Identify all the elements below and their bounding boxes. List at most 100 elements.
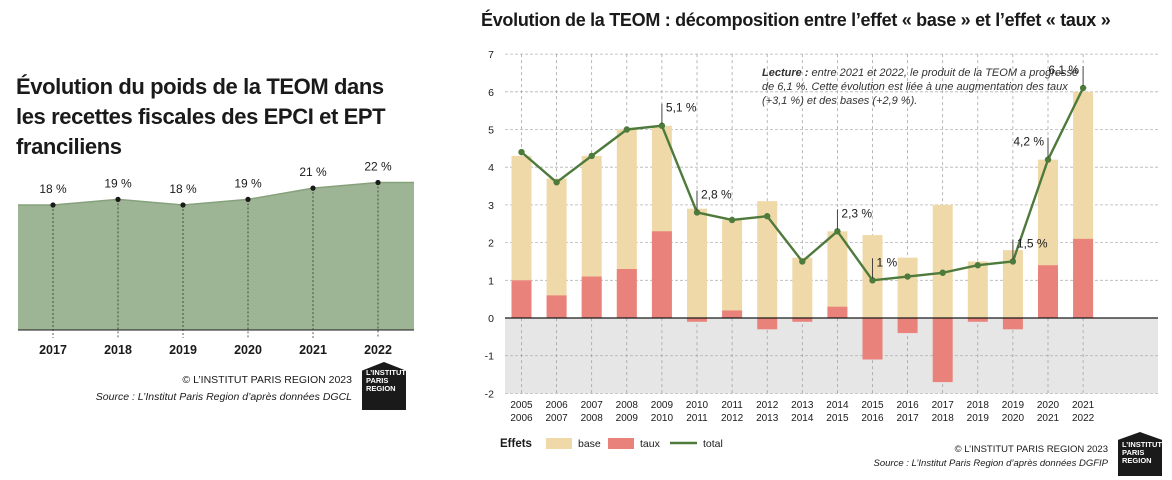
bar-base	[932, 204, 953, 318]
total-point	[869, 277, 876, 284]
logo-line-3: REGION	[1122, 456, 1152, 465]
x-tick-label-start: 2006	[545, 400, 568, 411]
x-tick-label-end: 2014	[791, 413, 814, 424]
y-tick-label: 7	[488, 49, 494, 61]
reading-note-label: Lecture :	[762, 67, 809, 79]
total-annotation: 2,3 %	[841, 206, 872, 220]
right-source: Source : L’Institut Paris Region d’après…	[873, 458, 1108, 469]
total-point	[553, 179, 560, 186]
bar-taux	[722, 310, 743, 318]
x-tick-label-start: 2019	[1002, 400, 1025, 411]
data-point	[310, 185, 316, 191]
y-tick-label: 2	[488, 238, 494, 250]
bar-taux	[792, 318, 813, 322]
bar-taux	[651, 231, 672, 318]
total-point	[693, 209, 701, 216]
x-tick-label-end: 2015	[826, 413, 849, 424]
x-tick-label: 2020	[234, 343, 262, 357]
logo-line-1: L’INSTITUT	[1122, 440, 1162, 449]
data-label: 18 %	[39, 182, 67, 196]
total-point	[904, 273, 911, 280]
x-tick-label-end: 2010	[651, 413, 674, 424]
x-tick-label-start: 2016	[896, 400, 919, 411]
area-top-line	[18, 181, 414, 206]
teom-weight-area-chart: 18 % 2017 19 % 2018 18 % 2019 19 % 2020 21 % 2021…	[18, 160, 414, 357]
bar-taux	[616, 268, 637, 318]
data-label: 19 %	[104, 176, 132, 190]
legend-label-base: base	[578, 438, 601, 450]
bar-taux	[1038, 265, 1058, 318]
x-tick-label-start: 2015	[861, 400, 884, 411]
total-annotation: 1,5 %	[1017, 236, 1048, 250]
x-tick-label: 2022	[364, 343, 392, 357]
bar-taux	[511, 280, 532, 318]
x-tick-label-end: 2017	[896, 413, 919, 424]
data-label: 22 %	[364, 160, 392, 174]
institut-logo-right: L’INSTITUT PARIS REGION	[1118, 432, 1162, 476]
y-tick-label: 6	[488, 87, 494, 99]
total-point	[799, 258, 806, 265]
x-tick-label-start: 2007	[581, 400, 604, 411]
legend-label-taux: taux	[640, 438, 661, 450]
logo-line-3: REGION	[366, 384, 396, 393]
bar-base	[1002, 250, 1023, 318]
bar-taux	[897, 318, 918, 334]
total-annotation: 4,2 %	[1013, 135, 1044, 149]
x-tick-label-end: 2020	[1002, 413, 1025, 424]
x-tick-label-start: 2014	[826, 400, 849, 411]
y-tick-label: 1	[488, 275, 494, 287]
bar-taux	[967, 318, 988, 322]
bar-base	[757, 201, 778, 318]
data-point	[245, 196, 251, 202]
bar-taux	[862, 318, 883, 360]
bar-base	[687, 208, 707, 318]
x-tick-label-start: 2021	[1072, 400, 1095, 411]
logo-line-2: PARIS	[366, 376, 389, 385]
reading-note-text: entre 2021 et 2022, le produit de la TEO…	[762, 67, 1079, 107]
total-point	[834, 228, 841, 235]
legend-swatch-taux	[608, 438, 634, 449]
total-point	[1079, 84, 1087, 92]
area-fill	[18, 182, 414, 330]
x-tick-label-end: 2011	[686, 413, 708, 424]
bar-taux	[757, 318, 778, 330]
x-tick-label-end: 2021	[1037, 413, 1060, 424]
x-tick-label-start: 2010	[686, 400, 709, 411]
total-point	[623, 126, 630, 133]
data-point	[375, 179, 381, 186]
total-annotation: 1 %	[877, 255, 898, 269]
x-tick-label-end: 2022	[1072, 413, 1095, 424]
bar-taux	[687, 318, 707, 322]
y-tick-label: 0	[488, 313, 494, 325]
right-copyright: © L’INSTITUT PARIS REGION 2023	[954, 444, 1108, 455]
logo-line-1: L’INSTITUT	[366, 368, 406, 377]
x-tick-label-end: 2016	[861, 413, 884, 424]
y-tick-label: -1	[485, 351, 494, 363]
right-chart-title: Évolution de la TEOM : décomposition ent…	[481, 10, 1111, 30]
legend-label-total: total	[703, 438, 723, 450]
y-tick-label: 4	[488, 162, 494, 174]
legend-swatch-base	[546, 438, 572, 449]
total-point	[588, 152, 595, 160]
bar-base	[827, 231, 848, 318]
x-tick-label-end: 2012	[721, 413, 744, 424]
total-point	[518, 148, 525, 156]
x-tick-label-start: 2013	[791, 400, 814, 411]
total-point	[728, 216, 736, 224]
x-tick-label-start: 2005	[510, 400, 533, 411]
data-label: 21 %	[299, 165, 327, 179]
x-tick-label-end: 2018	[932, 413, 955, 424]
bar-base	[967, 261, 988, 318]
data-point	[115, 196, 121, 202]
x-tick-label-start: 2018	[967, 400, 990, 411]
x-tick-label: 2021	[299, 343, 327, 357]
x-tick-label-end: 2006	[510, 413, 533, 424]
bar-base	[546, 178, 567, 318]
logo-line-2: PARIS	[1122, 448, 1145, 457]
y-tick-label: 5	[488, 125, 494, 137]
bar-taux	[581, 276, 602, 318]
bar-base	[792, 257, 813, 318]
left-chart-title: Évolution du poids de la TEOM dans les r…	[16, 74, 386, 159]
x-tick-label-start: 2017	[932, 400, 955, 411]
bar-base	[722, 219, 743, 318]
